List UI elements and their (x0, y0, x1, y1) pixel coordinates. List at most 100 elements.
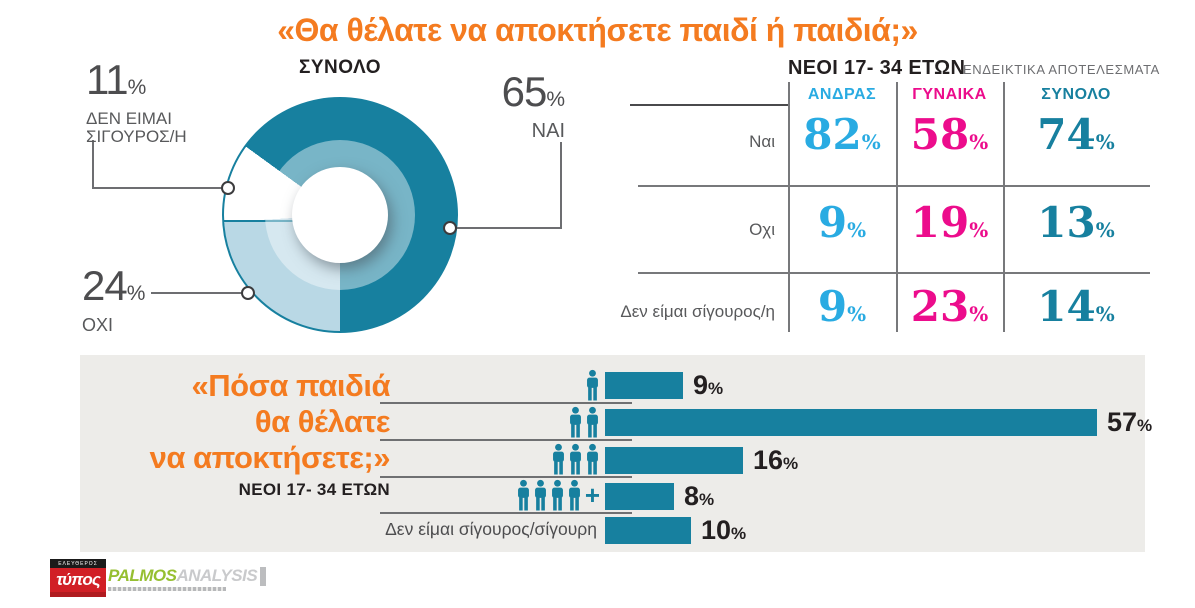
percent-sign: % (1095, 130, 1115, 154)
leader-line-yes-h (452, 227, 562, 229)
pie-value-no: 24 (82, 262, 128, 309)
percent-sign: % (847, 218, 867, 242)
icon-group-4: + (380, 478, 600, 512)
donut-hole (292, 167, 388, 263)
table-subtitle: ΕΝΔΕΙΚΤΙΚΑ ΑΠΟΤΕΛΕΣΜΑΤΑ (963, 62, 1160, 77)
bar-subtitle: ΝΕΟΙ 17- 34 ΕΤΩΝ (238, 480, 390, 499)
percent-sign: % (1095, 302, 1115, 326)
palmos-logo: PALMOS ANALYSIS (108, 566, 267, 596)
bar-value-3: 16% (753, 445, 799, 475)
percent-sign: % (699, 490, 715, 509)
table-value-no-total: 13% (1037, 198, 1115, 247)
bar-question: «Πόσα παιδιά θα θέλατε να αποκτήσετε;» (90, 368, 391, 476)
percent-sign: % (969, 218, 989, 242)
bar-label-unsure: Δεν είμαι σίγουρος/σίγουρη (385, 519, 597, 539)
palmos-logo-name: PALMOS (108, 566, 177, 585)
table-value-yes-women: 58% (910, 110, 989, 159)
table-hline-1 (638, 185, 1150, 187)
palmos-logo-square-icon (260, 566, 267, 586)
bar-value-4: 8% (684, 481, 715, 511)
table-value-unsure-total: 14% (1037, 282, 1115, 331)
pie-value-unsure: 11 (86, 56, 129, 103)
bar-panel: «Πόσα παιδιά θα θέλατε να αποκτήσετε;» Ν… (80, 355, 1152, 552)
col-head-women: ΓΥΝΑΙΚΑ (912, 86, 987, 103)
leader-dot-yes (443, 221, 457, 235)
donut-title: ΣΥΝΟΛΟ (298, 57, 381, 78)
bar-row-5: 10% (605, 515, 747, 545)
pie-label-yes: 65% ΝΑΙ (450, 71, 565, 142)
pie-slice-label: ΝΑΙ (531, 120, 565, 142)
icon-group-3 (380, 442, 600, 476)
pie-label-unsure: 11% ΔΕΝ ΕΙΜΑΙ ΣΙΓΟΥΡΟΣ/Η (86, 59, 206, 146)
bar-row-3: 16% (605, 445, 799, 475)
leader-dot-no (241, 286, 255, 300)
bar-3 (605, 447, 743, 474)
person-icon (517, 479, 529, 511)
person-icon (570, 406, 581, 438)
bar-row-2: 57% (605, 407, 1153, 437)
col-head-men: ΑΝΔΡΑΣ (807, 86, 877, 103)
percent-sign: % (127, 76, 147, 99)
pie-label-no: 24% ΟΧΙ (82, 265, 146, 335)
icon-baseline-2 (380, 439, 632, 441)
person-icon (534, 479, 546, 511)
pie-value-yes: 65 (501, 68, 548, 115)
percent-sign: % (969, 302, 989, 326)
leader-line-no-h (151, 292, 245, 294)
table-hline-2 (638, 272, 1150, 274)
icon-group-2 (380, 405, 600, 439)
table-value-yes-men: 82% (803, 110, 881, 159)
person-icon (587, 406, 598, 438)
leader-dot-unsure (221, 181, 235, 195)
table-value-yes-total: 74% (1037, 110, 1115, 159)
percent-sign: % (783, 454, 799, 473)
table-hline-label (630, 104, 788, 106)
table-value-unsure-women: 23% (910, 282, 989, 331)
row-label-no: Οχι (749, 220, 775, 239)
percent-sign: % (847, 302, 867, 326)
typos-logo-name: τύπος (50, 568, 106, 592)
bar-question-line-1: «Πόσα παιδιά (191, 368, 391, 403)
bar-row-4: 8% (605, 481, 715, 511)
table-value-no-women: 19% (910, 198, 989, 247)
palmos-tagline (108, 587, 226, 591)
bar-value-1: 9% (693, 370, 724, 400)
bar-value-5: 10% (701, 515, 747, 545)
leader-line-yes-v (560, 142, 562, 229)
table-vline-3 (1003, 82, 1005, 332)
bar-1 (605, 372, 683, 399)
percent-sign: % (731, 524, 747, 543)
pie-slice-label: ΔΕΝ ΕΙΜΑΙ ΣΙΓΟΥΡΟΣ/Η (86, 109, 187, 146)
icon-baseline-4 (380, 512, 632, 514)
col-head-total: ΣΥΝΟΛΟ (1041, 86, 1111, 103)
leader-line-unsure-h (92, 187, 224, 189)
palmos-logo-suffix: ANALYSIS (176, 566, 258, 585)
pie-slice-label: ΟΧΙ (82, 315, 114, 335)
percent-sign: % (1095, 218, 1115, 242)
table-vline-2 (896, 82, 898, 332)
donut-slice-divider (223, 220, 295, 222)
percent-sign: % (861, 130, 881, 154)
plus-sign: + (584, 480, 600, 510)
percent-sign: % (126, 282, 146, 305)
table-vline-1 (788, 82, 790, 332)
icon-group-1 (380, 368, 600, 402)
person-icon (551, 479, 563, 511)
percent-sign: % (1137, 416, 1153, 435)
icon-baseline-1 (380, 402, 632, 404)
bar-question-line-2: θα θέλατε (254, 404, 391, 439)
bar-value-2: 57% (1107, 407, 1153, 437)
icon-baseline-3 (380, 476, 632, 478)
person-icon (570, 443, 581, 475)
main-title: «Θα θέλατε να αποκτήσετε παιδί ή παιδιά;… (277, 12, 918, 48)
typos-logo-topline: ΕΛΕΥΘΕΡΟΣ (50, 559, 106, 568)
person-icon (587, 443, 598, 475)
bar-question-line-3: να αποκτήσετε;» (149, 440, 391, 475)
percent-sign: % (546, 88, 565, 111)
table-value-no-men: 9% (817, 198, 867, 247)
leader-line-unsure-v (92, 140, 94, 188)
percent-sign: % (708, 379, 724, 398)
percent-sign: % (969, 130, 989, 154)
row-label-unsure: Δεν είμαι σίγουρος/η (620, 302, 775, 321)
